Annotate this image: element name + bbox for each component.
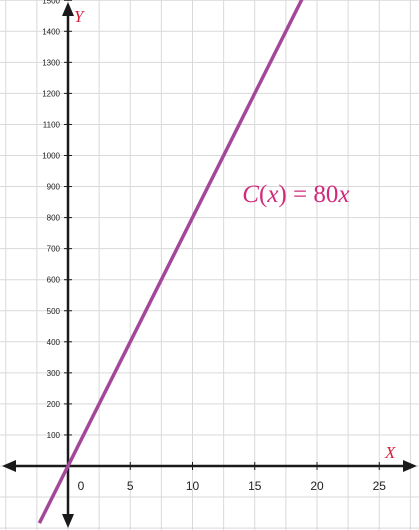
x-tick-label: 25 <box>373 479 387 493</box>
equation-part: x <box>266 181 278 208</box>
y-tick-label: 800 <box>47 214 61 223</box>
series-line <box>37 0 304 524</box>
y-tick-label: 100 <box>47 431 61 440</box>
y-tick-label: 1200 <box>42 89 60 98</box>
y-tick-label: 1300 <box>42 58 60 67</box>
y-tick-label: 400 <box>47 338 61 347</box>
equation-part: x <box>337 181 349 208</box>
y-tick-label: 600 <box>47 276 61 285</box>
y-tick-label: 1000 <box>42 152 60 161</box>
x-axis-label: X <box>384 443 396 462</box>
y-tick-label: 1500 <box>42 0 60 5</box>
y-tick-label: 1100 <box>43 120 61 129</box>
y-axis-bottom-arrow <box>62 514 74 528</box>
y-tick-label: 700 <box>47 245 61 254</box>
y-tick-label: 1400 <box>42 27 60 36</box>
x-tick-label: 15 <box>248 479 262 493</box>
y-axis-top-arrow <box>62 2 74 16</box>
y-tick-label: 900 <box>47 183 61 192</box>
y-tick-label: 300 <box>47 369 61 378</box>
series <box>37 0 304 524</box>
equation-part: ( <box>259 181 267 208</box>
x-axis-left-arrow <box>2 460 16 472</box>
y-tick-label: 500 <box>47 307 61 316</box>
y-tick-label: 200 <box>47 400 61 409</box>
equation-part: C <box>242 181 259 208</box>
x-tick-label: 0 <box>78 479 85 493</box>
equation-part: = 80 <box>287 181 339 208</box>
y-axis-label: Y <box>74 7 85 26</box>
equation-label: C(x) = 80x <box>242 181 349 208</box>
equation-part: ) <box>278 181 286 208</box>
x-tick-label: 5 <box>127 479 134 493</box>
x-axis-right-arrow <box>403 460 417 472</box>
x-tick-label: 20 <box>310 479 324 493</box>
x-tick-label: 10 <box>186 479 200 493</box>
ticks: 1002003004005006007008009001000110012001… <box>42 0 386 493</box>
